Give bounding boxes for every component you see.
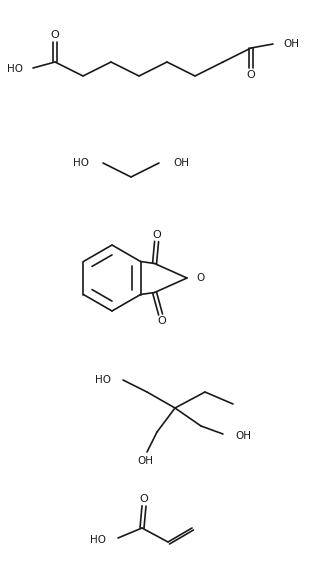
- Text: O: O: [152, 229, 161, 239]
- Text: OH: OH: [137, 456, 153, 466]
- Text: HO: HO: [95, 375, 111, 385]
- Text: O: O: [51, 30, 59, 40]
- Text: OH: OH: [173, 158, 189, 168]
- Text: HO: HO: [7, 64, 23, 74]
- Text: HO: HO: [73, 158, 89, 168]
- Text: OH: OH: [235, 431, 251, 441]
- Text: HO: HO: [90, 535, 106, 545]
- Text: O: O: [196, 273, 204, 283]
- Text: O: O: [247, 70, 255, 80]
- Text: O: O: [157, 317, 166, 327]
- Text: O: O: [140, 494, 148, 504]
- Text: OH: OH: [283, 39, 299, 49]
